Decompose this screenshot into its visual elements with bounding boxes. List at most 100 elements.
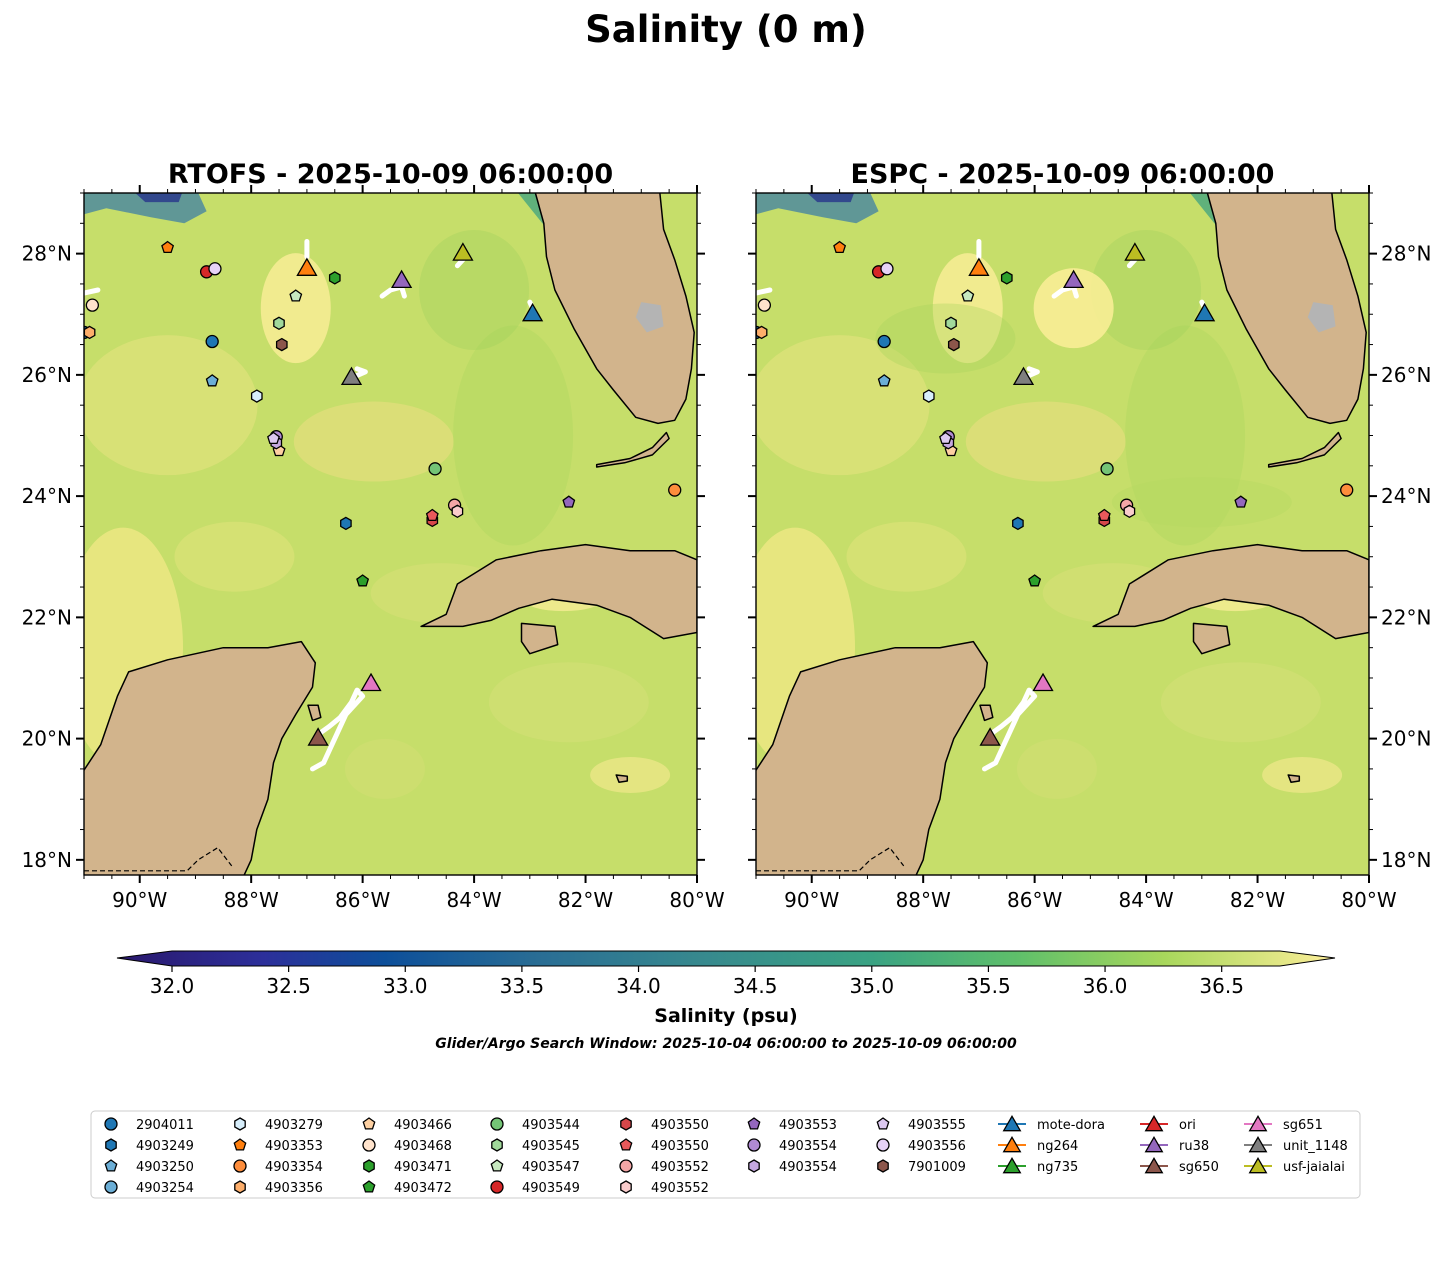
salinity-patch [1262,756,1343,793]
platform-4903552-marker [451,504,464,519]
legend-label: 4903472 [394,1181,452,1196]
lat-tick-label: 20°N [1381,727,1431,751]
platform-4903250-marker [877,374,891,387]
lat-tick-label: 24°N [22,484,72,508]
lon-tick-label: 82°W [1230,888,1285,912]
platform-4903472-marker [1028,574,1042,587]
lon-tick-label: 88°W [224,888,279,912]
glider-track [310,687,366,772]
lon-tick-label: 90°W [784,888,839,912]
legend-label: 4903354 [265,1160,323,1175]
small-island-landmass [615,774,629,783]
platform-4903354-marker [668,483,682,497]
legend-item-sg650: sg650 [1140,1156,1219,1175]
legend-marker [1002,1156,1022,1174]
legend-label: ori [1179,1118,1196,1133]
salinity-patch [1033,268,1114,349]
yucatan-landmass [84,640,317,875]
rtofs-axes: 90°W 88°W 86°W 84°W 82°W 80°W 28°N 26°N 24°N 22°N… [22,185,725,912]
legend-label: sg650 [1179,1160,1219,1175]
platform-4903547-marker [289,289,303,302]
legend-label: 4903466 [394,1118,452,1133]
platform-4903544-marker [428,462,442,476]
salinity-patch [756,335,930,476]
legend-item-4903550: 4903550 [619,1138,709,1154]
legend-label: ru38 [1179,1139,1209,1154]
legend-item-4903550: 4903550 [620,1117,709,1133]
lon-tick-label: 88°W [896,888,951,912]
legend-item-7901009: 7901009 [877,1159,966,1175]
legend-label: 4903552 [651,1181,709,1196]
cozumel-landmass [307,704,322,722]
legend-item-4903472: 4903472 [362,1180,452,1196]
legend-marker [362,1138,376,1152]
colorbar-body [116,950,1336,967]
espc-map-panel: ESPC - 2025-10-09 06:00:00 90°W 88°W 86°W 8… [748,159,1431,912]
glider-track [982,687,1038,772]
lake-okeechobee [1307,302,1336,333]
cuba-landmass [1092,543,1369,640]
legend-marker [362,1180,376,1193]
lat-tick-label: 26°N [1381,363,1431,387]
platform-usf-jaialai-marker [452,242,474,261]
legend-marker [748,1159,760,1173]
legend-label: 4903249 [136,1139,194,1154]
platform-4903249-marker [1012,516,1024,531]
legend-marker [233,1138,247,1151]
legend-marker [1144,1156,1164,1174]
legend-marker [104,1117,118,1131]
platform-unit_1148-marker [340,366,363,386]
legend-item-mote-dora: mote-dora [998,1114,1105,1133]
legend-item-4903556: 4903556 [876,1138,966,1154]
legend-marker [491,1138,503,1152]
salinity-patch [1160,662,1321,743]
legend-label: unit_1148 [1283,1139,1348,1154]
legend-label: 4903554 [779,1139,837,1154]
platform-4903468-marker [757,298,772,312]
legend-item-ru38: ru38 [1140,1135,1209,1154]
florida-landmass [533,193,695,425]
legend-label: 4903545 [522,1139,580,1154]
legend-label: 4903552 [651,1160,709,1175]
legend-marker [1002,1135,1022,1153]
legend-marker [233,1159,247,1173]
legend-item-ng264: ng264 [998,1135,1078,1154]
glider-track [756,287,773,296]
legend-marker [1144,1114,1164,1132]
espc-axes: 90°W 88°W 86°W 84°W 82°W 80°W 28°N 26°N 24°N 22°N… [748,185,1431,912]
colorbar-tick-label: 35.0 [850,974,895,998]
salinity-patch [590,756,671,793]
legend-label: 4903279 [265,1118,323,1133]
rtofs-map-panel: RTOFS - 2025-10-09 06:00:00 90°W 88°W 86°W… [22,159,725,912]
lon-tick-label: 80°W [1341,888,1396,912]
legend-label: usf-jaialai [1283,1160,1345,1175]
lat-tick-label: 18°N [1381,848,1431,872]
legend-marker [490,1117,504,1131]
lon-tick-label: 80°W [669,888,724,912]
platform-ng264-marker [296,257,318,276]
platform-7901009-marker [275,337,288,352]
yucatan-landmass [756,640,989,875]
platform-4903250-marker [205,374,219,387]
legend-item-sg651: sg651 [1244,1114,1323,1133]
platform-4903545-marker [273,316,285,331]
colorbar: 32.0 32.5 33.0 33.5 34.0 34.5 35.0 35.5 36.0 36.5… [116,950,1336,1027]
legend-item-4903549: 4903549 [490,1180,580,1196]
legend-label: ng735 [1037,1160,1078,1175]
platform-4903468-marker [85,298,100,312]
salinity-patch [846,521,967,592]
legend-item-4903471: 4903471 [363,1159,452,1175]
legend-label: 4903550 [651,1139,709,1154]
lat-tick-label: 22°N [1381,605,1431,629]
legend-label: 4903250 [136,1160,194,1175]
legend-item-4903466: 4903466 [362,1117,452,1133]
platform-mote-dora-marker [1193,302,1216,322]
legend-item-4903552: 4903552 [620,1180,709,1196]
salinity-patch [1091,229,1202,350]
salinity-patch [84,335,258,476]
platform-4903556-marker [208,262,222,276]
platform-4903553-marker [1234,495,1248,508]
legend-marker [747,1117,761,1130]
lon-tick-label: 86°W [335,888,390,912]
